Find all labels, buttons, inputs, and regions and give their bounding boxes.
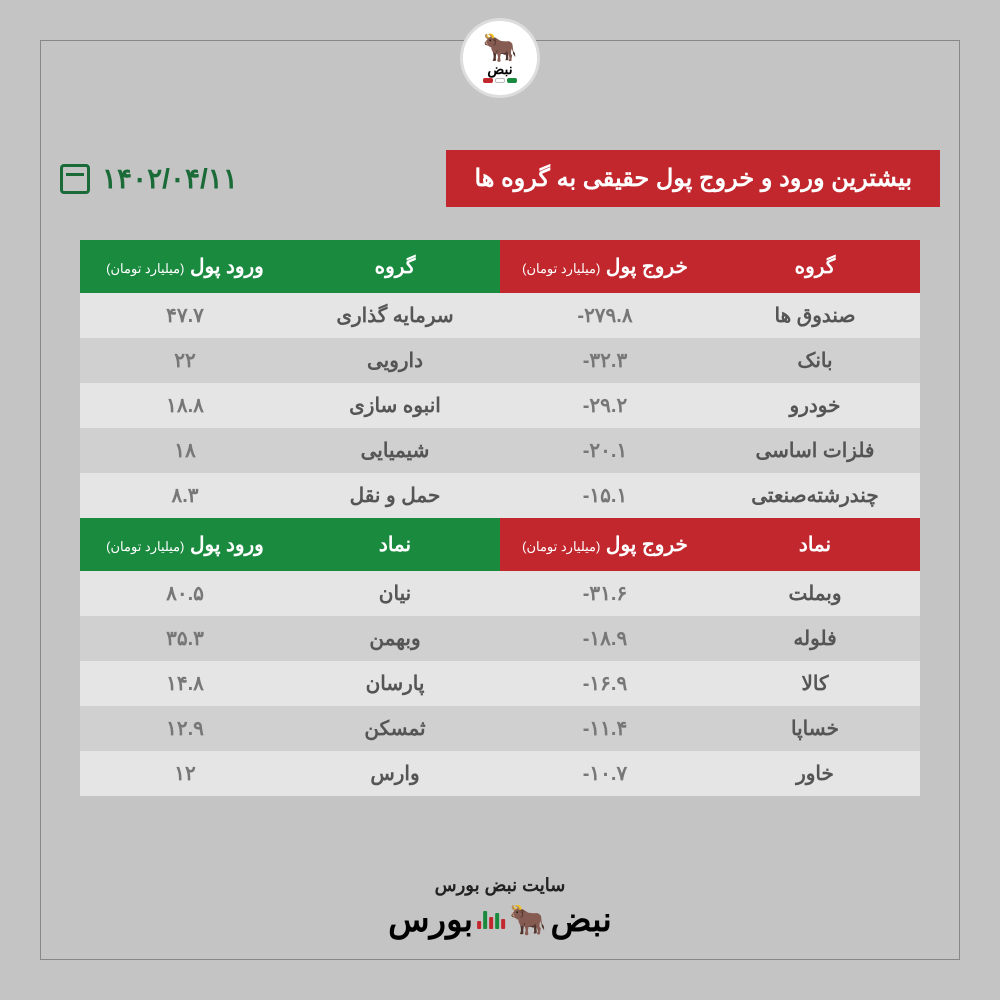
row-value: ۴۷.۷ [80, 293, 290, 338]
row-name: پارسان [290, 661, 500, 706]
header-row: بیشترین ورود و خروج پول حقیقی به گروه ها… [60, 150, 940, 207]
footer-brand: نبض 🐂 بورس [388, 900, 612, 940]
date-text: ۱۴۰۲/۰۴/۱۱ [102, 162, 238, 195]
top-logo: 🐂 نبض [460, 18, 540, 98]
col-outflow-value: خروج پول (میلیارد تومان) [500, 518, 710, 571]
row-name: کالا [710, 661, 920, 706]
row-value: -۱۶.۹ [500, 661, 710, 706]
row-value: -۲۹.۲ [500, 383, 710, 428]
col-inflow-value: ورود پول (میلیارد تومان) [80, 518, 290, 571]
row-value: -۳۱.۶ [500, 571, 710, 616]
col-group-name: گروه [290, 240, 500, 293]
table-row: خودرو-۲۹.۲ [500, 383, 920, 428]
row-value: -۱۱.۴ [500, 706, 710, 751]
inflow-groups: گروه ورود پول (میلیارد تومان) سرمایه گذا… [80, 240, 500, 518]
row-name: دارویی [290, 338, 500, 383]
row-name: حمل و نقل [290, 473, 500, 518]
flag-stripe-icon [483, 78, 518, 83]
row-value: -۱۵.۱ [500, 473, 710, 518]
table-row: انبوه سازی۱۸.۸ [80, 383, 500, 428]
row-value: -۱۰.۷ [500, 751, 710, 796]
table-row: نیان۸۰.۵ [80, 571, 500, 616]
table-row: بانک-۳۲.۳ [500, 338, 920, 383]
tables-container: گروه خروج پول (میلیارد تومان) صندوق ها-۲… [80, 240, 920, 796]
col-symbol-name: نماد [710, 518, 920, 571]
table-row: خساپا-۱۱.۴ [500, 706, 920, 751]
table-row: پارسان۱۴.۸ [80, 661, 500, 706]
row-value: ۳۵.۳ [80, 616, 290, 661]
row-name: وارس [290, 751, 500, 796]
row-value: ۱۸ [80, 428, 290, 473]
table-row: شیمیایی۱۸ [80, 428, 500, 473]
table-row: کالا-۱۶.۹ [500, 661, 920, 706]
row-name: چندرشته‌صنعتی [710, 473, 920, 518]
row-name: وبهمن [290, 616, 500, 661]
row-value: ۲۲ [80, 338, 290, 383]
table-row: خاور-۱۰.۷ [500, 751, 920, 796]
footer-site-label: سایت نبض بورس [388, 875, 612, 896]
footer-logo: سایت نبض بورس نبض 🐂 بورس [388, 875, 612, 940]
row-name: انبوه سازی [290, 383, 500, 428]
logo-text: نبض [483, 62, 518, 76]
table-row: فلزات اساسی-۲۰.۱ [500, 428, 920, 473]
row-value: ۱۲.۹ [80, 706, 290, 751]
inflow-symbols: نماد ورود پول (میلیارد تومان) نیان۸۰.۵وب… [80, 518, 500, 796]
row-value: -۲۷۹.۸ [500, 293, 710, 338]
outflow-symbols: نماد خروج پول (میلیارد تومان) وبملت-۳۱.۶… [500, 518, 920, 796]
row-value: -۱۸.۹ [500, 616, 710, 661]
row-value: ۸۰.۵ [80, 571, 290, 616]
table-row: چندرشته‌صنعتی-۱۵.۱ [500, 473, 920, 518]
table-row: سرمایه گذاری۴۷.۷ [80, 293, 500, 338]
row-name: خاور [710, 751, 920, 796]
row-name: خودرو [710, 383, 920, 428]
table-row: وارس۱۲ [80, 751, 500, 796]
row-name: وبملت [710, 571, 920, 616]
col-outflow-value: خروج پول (میلیارد تومان) [500, 240, 710, 293]
col-inflow-value: ورود پول (میلیارد تومان) [80, 240, 290, 293]
row-name: نیان [290, 571, 500, 616]
row-value: -۲۰.۱ [500, 428, 710, 473]
row-value: ۱۸.۸ [80, 383, 290, 428]
bull-icon: 🐂 [509, 903, 546, 938]
groups-table: گروه خروج پول (میلیارد تومان) صندوق ها-۲… [80, 240, 920, 518]
row-name: بانک [710, 338, 920, 383]
table-row: وبهمن۳۵.۳ [80, 616, 500, 661]
col-symbol-name: نماد [290, 518, 500, 571]
outflow-groups: گروه خروج پول (میلیارد تومان) صندوق ها-۲… [500, 240, 920, 518]
table-row: صندوق ها-۲۷۹.۸ [500, 293, 920, 338]
bull-icon: 🐂 [483, 34, 518, 62]
table-row: ثمسکن۱۲.۹ [80, 706, 500, 751]
date-block: ۱۴۰۲/۰۴/۱۱ [60, 162, 238, 195]
calendar-icon [60, 164, 90, 194]
row-name: فلزات اساسی [710, 428, 920, 473]
bars-icon [477, 911, 505, 929]
symbols-table: نماد خروج پول (میلیارد تومان) وبملت-۳۱.۶… [80, 518, 920, 796]
page-title: بیشترین ورود و خروج پول حقیقی به گروه ها [446, 150, 940, 207]
col-group-name: گروه [710, 240, 920, 293]
row-name: فلوله [710, 616, 920, 661]
table-row: دارویی۲۲ [80, 338, 500, 383]
row-name: سرمایه گذاری [290, 293, 500, 338]
table-row: فلوله-۱۸.۹ [500, 616, 920, 661]
row-name: ثمسکن [290, 706, 500, 751]
row-value: -۳۲.۳ [500, 338, 710, 383]
row-name: خساپا [710, 706, 920, 751]
row-value: ۱۲ [80, 751, 290, 796]
row-value: ۱۴.۸ [80, 661, 290, 706]
table-row: وبملت-۳۱.۶ [500, 571, 920, 616]
row-name: شیمیایی [290, 428, 500, 473]
row-value: ۸.۳ [80, 473, 290, 518]
table-row: حمل و نقل۸.۳ [80, 473, 500, 518]
row-name: صندوق ها [710, 293, 920, 338]
